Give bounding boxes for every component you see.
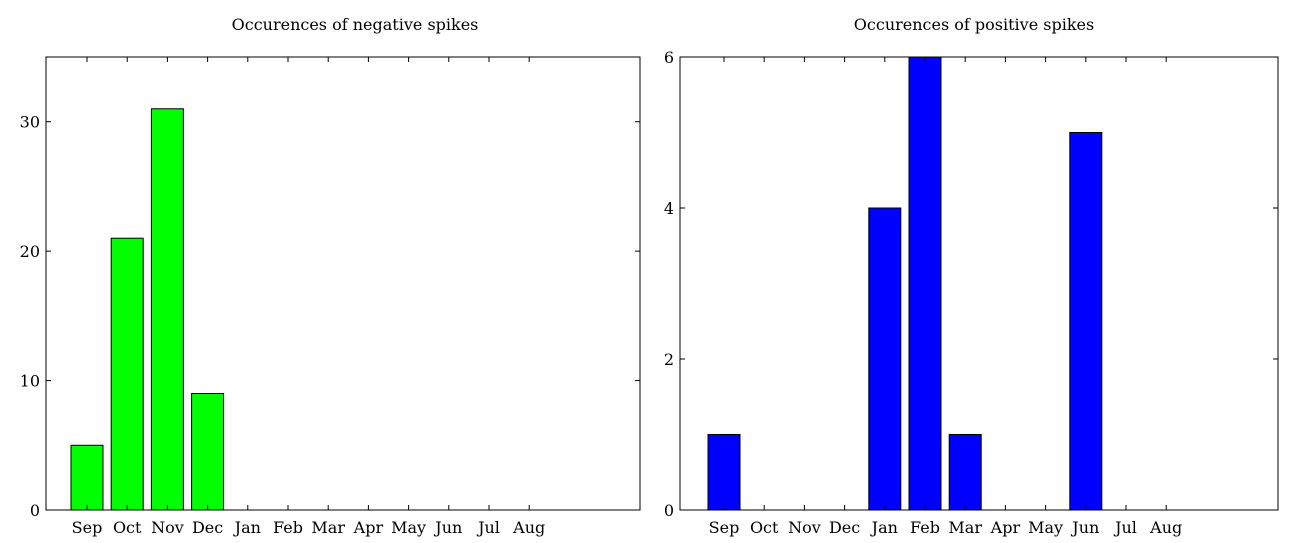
x-tick-label: Apr [990, 518, 1021, 537]
x-tick-label: Jan [233, 518, 261, 537]
x-tick-label: Jul [1113, 518, 1137, 537]
x-tick-label: Feb [273, 518, 303, 537]
bar-jan [868, 207, 902, 511]
x-tick-label: May [1028, 518, 1063, 537]
positive-spikes-plot: Occurences of positive spikes Sep Oct Nov De… [664, 15, 1279, 537]
bar-nov [150, 108, 184, 511]
bar-jun [1069, 132, 1103, 511]
x-tick-label: May [391, 518, 426, 537]
x-tick-label: Aug [512, 518, 545, 537]
bar-mar [948, 434, 982, 511]
negative-spikes-plot: Occurences of negative spikes Sep Oct Nov De… [20, 15, 641, 537]
x-tick-label: Feb [910, 518, 940, 537]
x-tick-label: Apr [353, 518, 384, 537]
x-tick-label: Jul [476, 518, 500, 537]
x-tick-label: Jun [1070, 518, 1099, 537]
x-tick-label: Nov [151, 518, 184, 537]
x-tick-label: Mar [948, 518, 982, 537]
y-tick-label: 0 [30, 501, 40, 520]
bar-oct [110, 237, 144, 511]
x-tick-label: Oct [113, 518, 142, 537]
x-tick-label: Jan [870, 518, 898, 537]
bar-sep [70, 444, 104, 511]
y-tick-label: 6 [664, 48, 674, 67]
x-tick-label: Mar [311, 518, 345, 537]
y-tick-label: 4 [664, 199, 674, 218]
bar-sep [707, 434, 741, 511]
y-tick-label: 2 [664, 350, 674, 369]
axis-frame [679, 56, 1279, 511]
x-tick-label: Nov [788, 518, 821, 537]
bar-feb [908, 56, 942, 511]
x-tick-label: Dec [192, 518, 223, 537]
y-tick-label: 30 [20, 113, 40, 132]
y-tick-label: 20 [20, 242, 40, 261]
y-tick-label: 10 [20, 372, 40, 391]
x-tick-label: Sep [72, 518, 103, 537]
y-tick-label: 0 [664, 501, 674, 520]
x-tick-label: Dec [829, 518, 860, 537]
bar-dec [191, 393, 225, 511]
positive-spikes-chart: Occurences of positive spikes Sep Oct Nov De… [652, 0, 1302, 543]
negative-spikes-chart: Occurences of negative spikes Sep Oct Nov De… [0, 0, 650, 543]
chart-title: Occurences of negative spikes [232, 15, 479, 34]
x-tick-label: Sep [709, 518, 740, 537]
axis-frame [45, 56, 641, 511]
x-tick-label: Oct [750, 518, 779, 537]
chart-title: Occurences of positive spikes [854, 15, 1094, 34]
x-tick-label: Aug [1149, 518, 1182, 537]
x-tick-label: Jun [433, 518, 462, 537]
